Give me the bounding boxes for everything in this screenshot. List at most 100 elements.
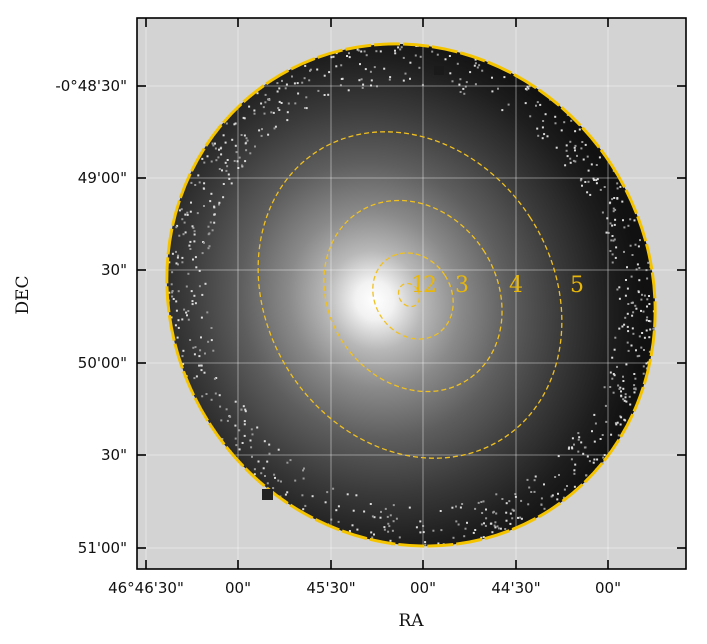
noise-pixel (369, 70, 372, 73)
noise-pixel (630, 302, 633, 304)
noise-pixel (183, 221, 186, 224)
noise-pixel (375, 50, 378, 53)
noise-pixel (408, 506, 411, 509)
noise-pixel (274, 476, 276, 479)
noise-pixel (613, 348, 616, 351)
noise-pixel (618, 297, 621, 300)
noise-pixel (639, 239, 641, 242)
noise-pixel (536, 127, 539, 130)
noise-pixel (261, 128, 263, 131)
noise-pixel (323, 94, 326, 96)
noise-pixel (609, 201, 612, 204)
noise-pixel (210, 192, 213, 195)
noise-pixel (625, 363, 628, 366)
noise-pixel (217, 156, 220, 159)
noise-pixel (432, 529, 435, 532)
noise-pixel (392, 520, 395, 523)
noise-pixel (622, 219, 624, 222)
noise-pixel (187, 272, 190, 275)
noise-pixel (557, 492, 559, 495)
noise-pixel (214, 147, 217, 150)
noise-pixel (346, 493, 349, 496)
noise-pixel (178, 234, 181, 237)
noise-pixel (612, 391, 615, 394)
noise-pixel (209, 200, 212, 203)
ra-tick-label: 00" (225, 579, 251, 597)
noise-pixel (533, 479, 536, 482)
noise-pixel (186, 314, 188, 317)
noise-pixel (419, 531, 422, 534)
noise-pixel (573, 485, 576, 488)
noise-pixel (190, 181, 193, 184)
noise-pixel (638, 354, 641, 357)
noise-pixel (499, 527, 502, 530)
noise-pixel (631, 254, 634, 256)
noise-pixel (264, 101, 267, 104)
noise-pixel (571, 446, 573, 449)
noise-pixel (648, 336, 651, 339)
noise-pixel (495, 493, 498, 496)
noise-pixel (631, 327, 634, 330)
noise-pixel (360, 78, 363, 81)
noise-pixel (415, 526, 418, 529)
noise-pixel (201, 395, 204, 398)
noise-pixel (189, 240, 192, 243)
noise-pixel (587, 180, 590, 183)
noise-pixel (627, 349, 630, 352)
noise-pixel (240, 408, 243, 411)
noise-pixel (335, 52, 338, 55)
noise-pixel (603, 386, 606, 389)
noise-pixel (609, 250, 612, 252)
noise-pixel (619, 386, 622, 389)
noise-pixel (569, 140, 572, 143)
noise-pixel (240, 134, 243, 136)
noise-pixel (276, 90, 279, 93)
noise-pixel (327, 93, 330, 96)
noise-pixel (621, 325, 624, 328)
noise-pixel (586, 191, 589, 194)
noise-pixel (191, 300, 194, 303)
noise-pixel (627, 330, 630, 333)
noise-pixel (621, 200, 624, 203)
noise-pixel (187, 310, 190, 312)
noise-pixel (243, 117, 246, 120)
noise-pixel (359, 63, 361, 66)
noise-pixel (637, 291, 640, 294)
noise-pixel (648, 303, 651, 305)
noise-pixel (238, 156, 241, 159)
noise-pixel (593, 458, 596, 461)
noise-pixel (558, 474, 560, 476)
noise-pixel (586, 455, 589, 458)
noise-pixel (635, 307, 638, 310)
noise-pixel (308, 79, 311, 82)
noise-pixel (632, 332, 635, 335)
noise-pixel (210, 327, 213, 329)
noise-pixel (301, 494, 304, 497)
noise-pixel (391, 529, 394, 532)
noise-pixel (207, 225, 210, 228)
noise-pixel (370, 84, 372, 87)
noise-pixel (617, 434, 620, 437)
noise-pixel (474, 507, 477, 510)
noise-pixel (200, 369, 203, 372)
noise-pixel (593, 440, 596, 443)
noise-pixel (219, 147, 222, 150)
noise-pixel (605, 420, 608, 423)
ra-tick-label: 00" (410, 579, 436, 597)
noise-pixel (590, 163, 593, 166)
noise-pixel (249, 152, 252, 155)
noise-pixel (646, 298, 649, 301)
noise-pixel (214, 392, 217, 395)
noise-pixel (181, 355, 184, 358)
noise-pixel (645, 319, 648, 322)
noise-pixel (463, 535, 466, 538)
noise-pixel (263, 112, 266, 115)
noise-pixel (626, 266, 628, 269)
noise-pixel (627, 224, 630, 227)
noise-pixel (266, 460, 269, 463)
noise-pixel (212, 349, 215, 352)
noise-pixel (243, 420, 246, 423)
noise-pixel (616, 182, 619, 185)
noise-pixel (198, 355, 201, 358)
noise-pixel (208, 232, 211, 235)
